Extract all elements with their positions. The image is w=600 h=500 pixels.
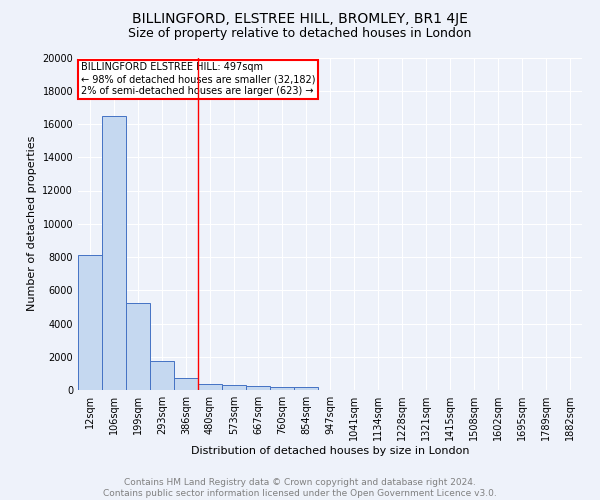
Bar [222,385,246,390]
Text: BILLINGFORD, ELSTREE HILL, BROMLEY, BR1 4JE: BILLINGFORD, ELSTREE HILL, BROMLEY, BR1 … [132,12,468,26]
Bar [174,378,198,390]
Bar [270,386,294,390]
Bar [78,256,102,390]
Text: Size of property relative to detached houses in London: Size of property relative to detached ho… [128,28,472,40]
Bar [102,116,126,390]
Bar [294,387,318,390]
Y-axis label: Number of detached properties: Number of detached properties [27,136,37,312]
Bar [246,386,270,390]
Text: Contains HM Land Registry data © Crown copyright and database right 2024.
Contai: Contains HM Land Registry data © Crown c… [103,478,497,498]
X-axis label: Distribution of detached houses by size in London: Distribution of detached houses by size … [191,446,469,456]
Text: BILLINGFORD ELSTREE HILL: 497sqm
← 98% of detached houses are smaller (32,182)
2: BILLINGFORD ELSTREE HILL: 497sqm ← 98% o… [80,62,315,96]
Bar [126,302,150,390]
Bar [150,361,174,390]
Bar [198,384,222,390]
